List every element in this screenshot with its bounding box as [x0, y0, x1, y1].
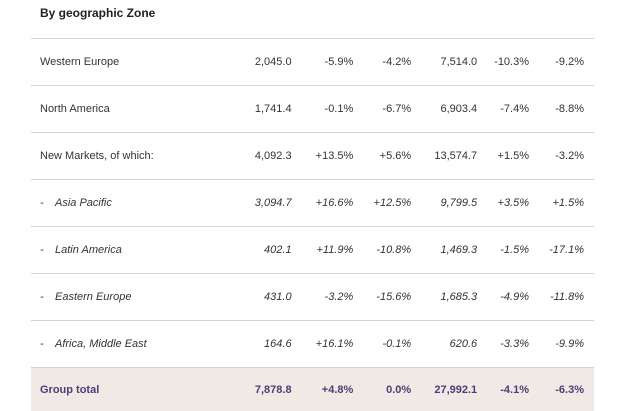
cell: -3.2% — [539, 133, 594, 180]
dash-glyph: - — [40, 291, 55, 303]
cell: +3.5% — [487, 180, 539, 227]
cell: -10.8% — [363, 227, 421, 274]
cell: -5.9% — [302, 39, 364, 86]
cell: -0.1% — [302, 86, 364, 133]
cell: -0.1% — [363, 321, 421, 368]
cell: -7.4% — [487, 86, 539, 133]
zone-label: North America — [31, 86, 232, 133]
cell: -9.9% — [539, 321, 594, 368]
cell: +12.5% — [363, 180, 421, 227]
zone-label: -Asia Pacific — [31, 180, 232, 227]
cell: 4,092.3 — [232, 133, 301, 180]
total-row: Group total 7,878.8 +4.8% 0.0% 27,992.1 … — [31, 368, 594, 411]
table-row: -Eastern Europe 431.0 -3.2% -15.6% 1,685… — [31, 274, 594, 321]
zone-name: Asia Pacific — [55, 197, 112, 209]
zone-name: Eastern Europe — [55, 291, 131, 303]
table-row: -Asia Pacific 3,094.7 +16.6% +12.5% 9,79… — [31, 180, 594, 227]
table-row: North America 1,741.4 -0.1% -6.7% 6,903.… — [31, 86, 594, 133]
cell: 2,045.0 — [232, 39, 301, 86]
total-cell: -6.3% — [539, 368, 594, 411]
zone-name: Latin America — [55, 244, 122, 256]
zone-label: New Markets, of which: — [31, 133, 232, 180]
cell: 3,094.7 — [232, 180, 301, 227]
table-row: Western Europe 2,045.0 -5.9% -4.2% 7,514… — [31, 39, 594, 86]
cell: -4.2% — [363, 39, 421, 86]
cell: 13,574.7 — [421, 133, 487, 180]
cell: -9.2% — [539, 39, 594, 86]
cell: +1.5% — [539, 180, 594, 227]
cell: -3.2% — [302, 274, 364, 321]
table-row: New Markets, of which: 4,092.3 +13.5% +5… — [31, 133, 594, 180]
total-cell: 0.0% — [363, 368, 421, 411]
cell: -8.8% — [539, 86, 594, 133]
total-cell: 27,992.1 — [421, 368, 487, 411]
cell: +16.6% — [302, 180, 364, 227]
total-cell: -4.1% — [487, 368, 539, 411]
section-title: By geographic Zone — [40, 6, 155, 20]
cell: 1,741.4 — [232, 86, 301, 133]
table-row: -Latin America 402.1 +11.9% -10.8% 1,469… — [31, 227, 594, 274]
zone-label: Western Europe — [31, 39, 232, 86]
cell: 402.1 — [232, 227, 301, 274]
cell: -11.8% — [539, 274, 594, 321]
zone-name: Africa, Middle East — [55, 338, 147, 350]
zone-label: -Latin America — [31, 227, 232, 274]
total-label: Group total — [31, 368, 232, 411]
dash-glyph: - — [40, 338, 55, 350]
zone-label: -Africa, Middle East — [31, 321, 232, 368]
cell: 431.0 — [232, 274, 301, 321]
dash-glyph: - — [40, 197, 55, 209]
cell: 7,514.0 — [421, 39, 487, 86]
cell: 164.6 — [232, 321, 301, 368]
cell: -6.7% — [363, 86, 421, 133]
dash-glyph: - — [40, 244, 55, 256]
cell: 6,903.4 — [421, 86, 487, 133]
table-row: -Africa, Middle East 164.6 +16.1% -0.1% … — [31, 321, 594, 368]
cell: -1.5% — [487, 227, 539, 274]
cell: 9,799.5 — [421, 180, 487, 227]
cell: +11.9% — [302, 227, 364, 274]
geographic-zone-table: Western Europe 2,045.0 -5.9% -4.2% 7,514… — [31, 38, 594, 411]
cell: +5.6% — [363, 133, 421, 180]
cell: +16.1% — [302, 321, 364, 368]
cell: +1.5% — [487, 133, 539, 180]
cell: -3.3% — [487, 321, 539, 368]
cell: -10.3% — [487, 39, 539, 86]
cell: -4.9% — [487, 274, 539, 321]
cell: -17.1% — [539, 227, 594, 274]
total-cell: +4.8% — [302, 368, 364, 411]
cell: 620.6 — [421, 321, 487, 368]
cell: +13.5% — [302, 133, 364, 180]
zone-label: -Eastern Europe — [31, 274, 232, 321]
cell: 1,685.3 — [421, 274, 487, 321]
cell: -15.6% — [363, 274, 421, 321]
cell: 1,469.3 — [421, 227, 487, 274]
total-cell: 7,878.8 — [232, 368, 301, 411]
